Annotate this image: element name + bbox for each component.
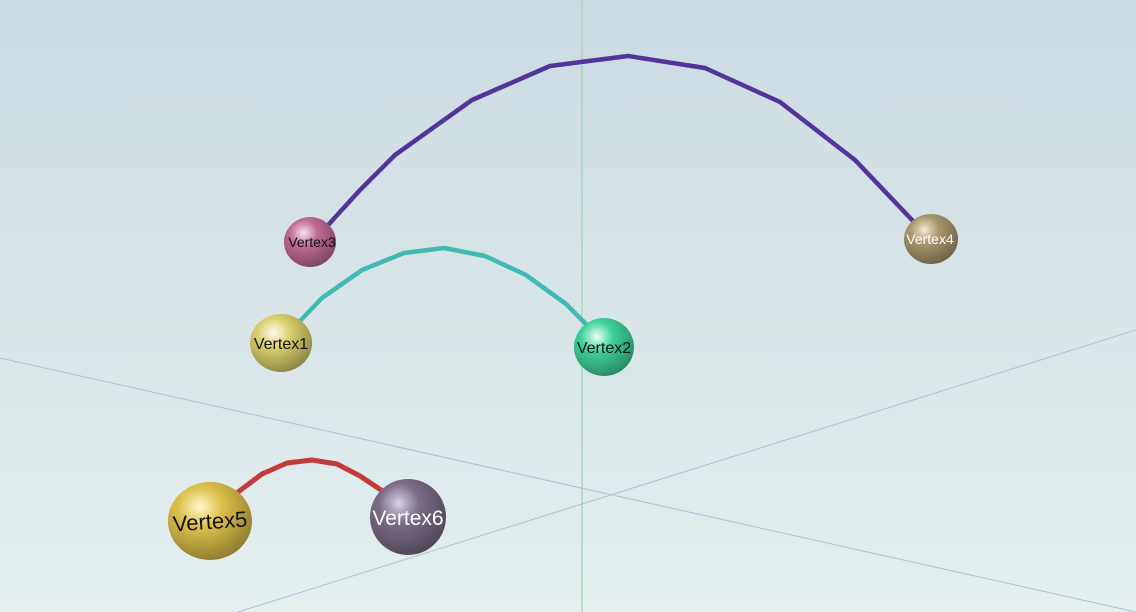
vertex4-node[interactable]: Vertex4 [904,214,958,264]
edge-vertex5-vertex6[interactable] [235,457,387,495]
vertex1-node[interactable]: Vertex1 [250,314,312,372]
vertex3-sphere[interactable] [284,217,336,267]
vertex2-label: Vertex2 [577,340,631,357]
axis-line-right [237,329,1136,612]
vertex5-sphere[interactable] [168,482,252,560]
vertex6-node[interactable]: Vertex6 [370,479,446,555]
vertices: Vertex3 Vertex4 Vertex1 Vertex2 Vertex5 … [168,214,958,560]
edge-vertex1-vertex2[interactable] [297,245,592,330]
vertex2-node[interactable]: Vertex2 [574,318,634,376]
edges [235,53,916,495]
vertex3-label: Vertex3 [288,234,336,250]
edge-vertex3-vertex4[interactable] [326,53,916,227]
vertex6-label: Vertex6 [372,507,443,530]
vertex6-sphere[interactable] [370,479,446,555]
axis-line-left [0,357,1136,612]
vertex1-sphere[interactable] [250,314,312,372]
vertex3-node[interactable]: Vertex3 [284,217,336,267]
vertex2-sphere[interactable] [574,318,634,376]
vertex4-label: Vertex4 [906,231,954,247]
vertex5-label: Vertex5 [172,506,248,536]
vertex4-sphere[interactable] [904,214,958,264]
vertex1-label: Vertex1 [254,336,308,353]
vertex5-node[interactable]: Vertex5 [168,482,252,560]
